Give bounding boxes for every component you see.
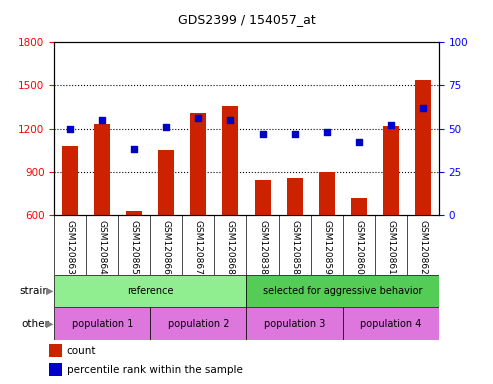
- Text: count: count: [67, 346, 96, 356]
- Bar: [150, 307, 246, 340]
- Text: population 1: population 1: [71, 318, 133, 329]
- Bar: [286, 177, 303, 215]
- Point: [162, 124, 170, 130]
- Text: GSM120867: GSM120867: [194, 220, 203, 275]
- Bar: [343, 307, 439, 340]
- Bar: [383, 126, 399, 215]
- Text: GSM120861: GSM120861: [386, 220, 395, 275]
- Text: GDS2399 / 154057_at: GDS2399 / 154057_at: [177, 13, 316, 26]
- Point: [387, 122, 394, 128]
- Text: selected for aggressive behavior: selected for aggressive behavior: [263, 286, 423, 296]
- Text: percentile rank within the sample: percentile rank within the sample: [67, 365, 243, 375]
- Bar: [54, 275, 246, 307]
- Bar: [126, 211, 142, 215]
- Point: [419, 105, 426, 111]
- Bar: [222, 106, 239, 215]
- Point: [130, 146, 138, 152]
- Text: population 4: population 4: [360, 318, 422, 329]
- Text: reference: reference: [127, 286, 174, 296]
- Text: GSM120860: GSM120860: [354, 220, 363, 275]
- Text: ▶: ▶: [46, 318, 53, 329]
- Bar: [254, 180, 271, 215]
- Text: strain: strain: [19, 286, 49, 296]
- Bar: [351, 198, 367, 215]
- Text: GSM120838: GSM120838: [258, 220, 267, 275]
- Point: [226, 117, 234, 123]
- Bar: [246, 307, 343, 340]
- Point: [66, 126, 74, 132]
- Point: [258, 131, 266, 137]
- Bar: [415, 80, 431, 215]
- Bar: [54, 307, 150, 340]
- Bar: [94, 124, 110, 215]
- Text: GSM120863: GSM120863: [66, 220, 75, 275]
- Bar: [246, 275, 439, 307]
- Bar: [318, 172, 335, 215]
- Point: [290, 131, 298, 137]
- Bar: [190, 113, 207, 215]
- Point: [194, 115, 202, 121]
- Text: GSM120864: GSM120864: [98, 220, 107, 275]
- Point: [98, 117, 106, 123]
- Bar: [49, 344, 62, 357]
- Bar: [62, 146, 78, 215]
- Text: GSM120868: GSM120868: [226, 220, 235, 275]
- Bar: [49, 363, 62, 376]
- Text: GSM120858: GSM120858: [290, 220, 299, 275]
- Text: other: other: [21, 318, 49, 329]
- Bar: [158, 150, 175, 215]
- Text: population 2: population 2: [168, 318, 229, 329]
- Text: GSM120866: GSM120866: [162, 220, 171, 275]
- Text: GSM120859: GSM120859: [322, 220, 331, 275]
- Text: population 3: population 3: [264, 318, 325, 329]
- Point: [322, 129, 330, 135]
- Text: ▶: ▶: [46, 286, 53, 296]
- Text: GSM120865: GSM120865: [130, 220, 139, 275]
- Point: [354, 139, 362, 146]
- Text: GSM120862: GSM120862: [418, 220, 427, 275]
